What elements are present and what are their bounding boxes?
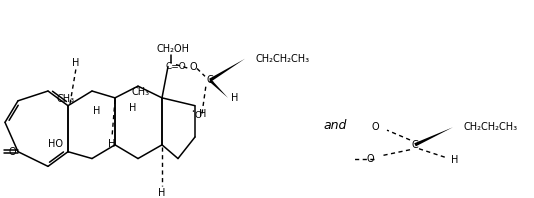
Text: O: O <box>371 122 379 132</box>
Text: CH₂OH: CH₂OH <box>156 44 190 54</box>
Polygon shape <box>209 79 228 98</box>
Text: and: and <box>323 119 347 132</box>
Text: CH₃: CH₃ <box>132 87 150 97</box>
Text: O: O <box>194 111 201 120</box>
Text: HO: HO <box>48 139 63 149</box>
Text: CH₂CH₂CH₃: CH₂CH₂CH₃ <box>255 54 309 64</box>
Text: H: H <box>108 139 116 149</box>
Text: H: H <box>72 58 80 68</box>
Polygon shape <box>414 127 453 146</box>
Text: H: H <box>199 109 206 119</box>
Text: H: H <box>93 106 101 116</box>
Text: H: H <box>158 188 166 198</box>
Polygon shape <box>209 59 245 82</box>
Text: O: O <box>189 62 197 71</box>
Text: C: C <box>412 140 418 150</box>
Text: CH₂CH₂CH₃: CH₂CH₂CH₃ <box>463 122 517 132</box>
Text: C: C <box>207 75 214 85</box>
Text: O: O <box>9 147 16 157</box>
Text: H: H <box>129 103 137 113</box>
Text: O: O <box>366 153 374 164</box>
Text: C=O: C=O <box>166 62 187 71</box>
Text: CH₃: CH₃ <box>57 94 75 104</box>
Text: H: H <box>231 93 238 103</box>
Text: H: H <box>451 154 458 165</box>
